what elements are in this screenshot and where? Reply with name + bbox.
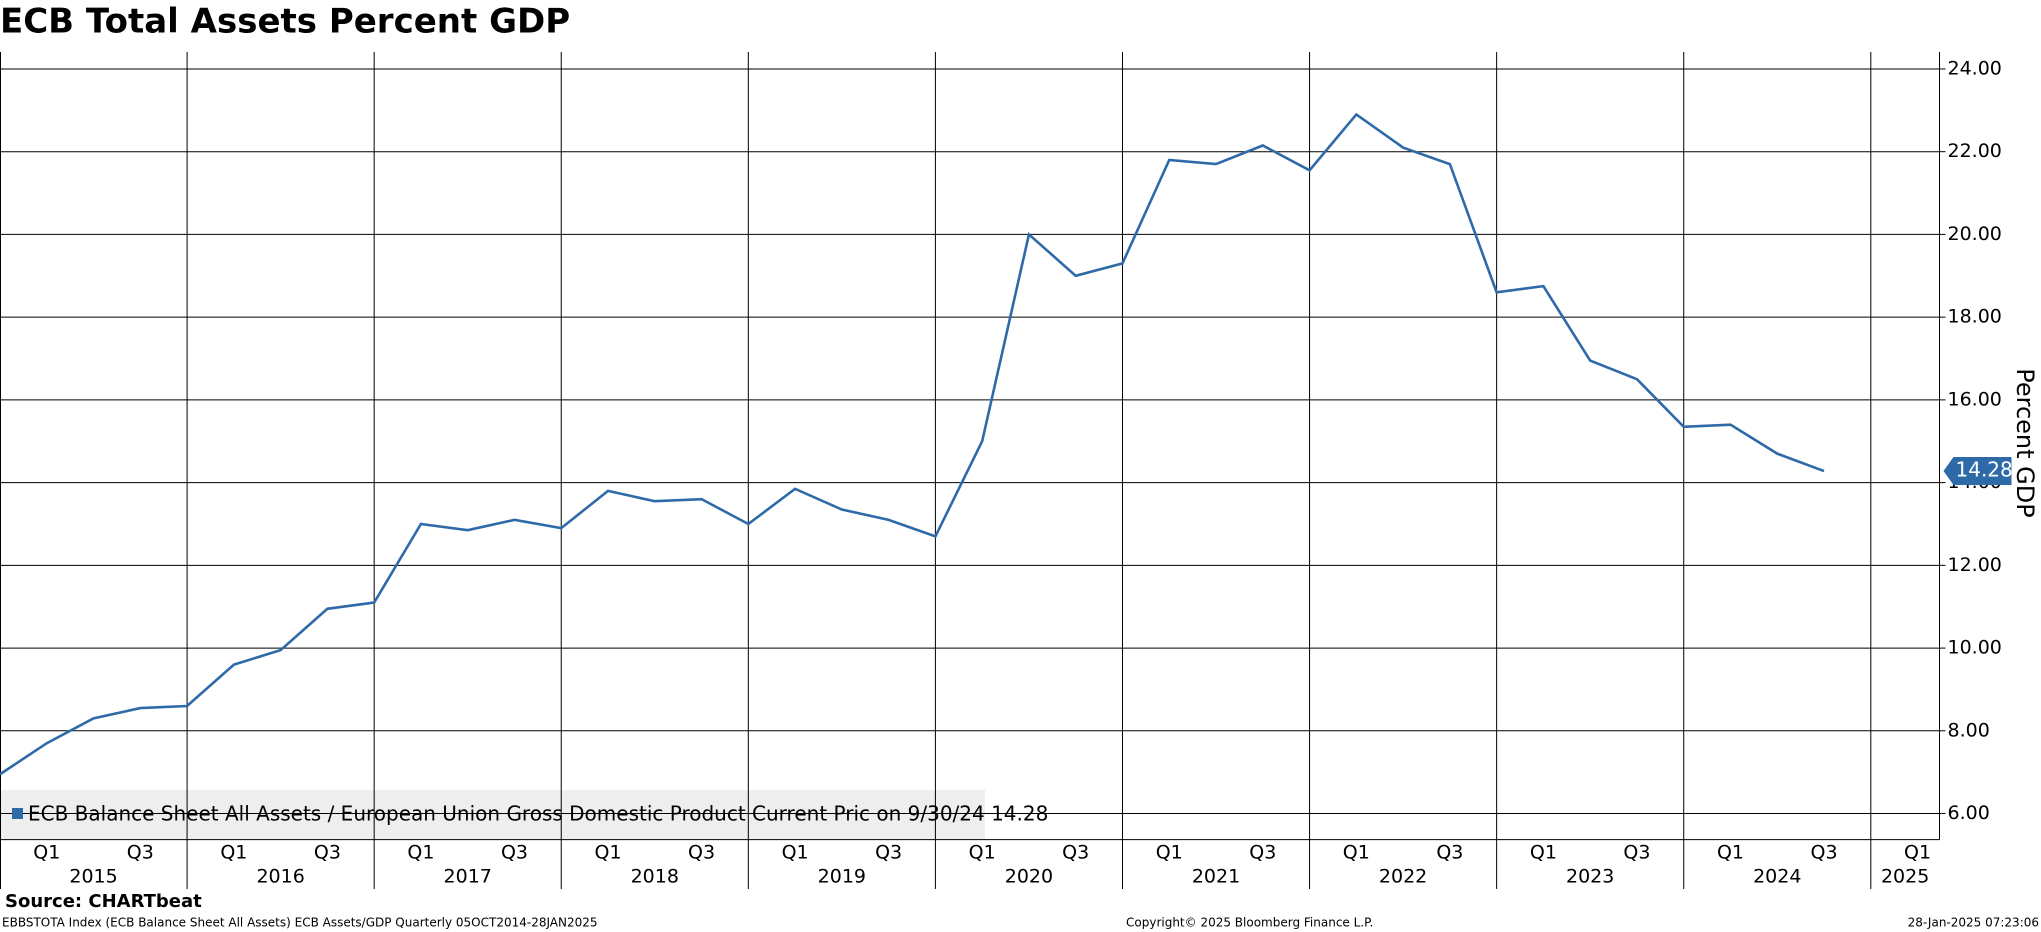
y-tick-label: 18.00 <box>1948 306 2002 328</box>
x-tick-label: Q3 <box>688 842 715 864</box>
x-tick-label: Q3 <box>1623 842 1650 864</box>
x-tick-label: Q1 <box>220 842 247 864</box>
series-line <box>0 112 1825 776</box>
x-tick-label: Q3 <box>127 842 154 864</box>
x-tick-label: Q3 <box>1811 842 1838 864</box>
x-tick-label: Q1 <box>782 842 809 864</box>
source: Source: CHARTbeat <box>5 891 202 912</box>
y-tick-label: 8.00 <box>1948 719 1990 741</box>
x-tick-label: Q1 <box>1904 842 1931 864</box>
legend-label: ECB Balance Sheet All Assets / European … <box>28 802 1048 826</box>
x-tick-label: Q3 <box>501 842 528 864</box>
x-tick-label: Q1 <box>1156 842 1183 864</box>
year-label: 2023 <box>1566 866 1614 888</box>
chart-title: ECB Total Assets Percent GDP <box>0 2 570 42</box>
x-tick-label: Q3 <box>1062 842 1089 864</box>
footer-center: Copyright© 2025 Bloomberg Finance L.P. <box>1126 916 1373 930</box>
x-tick-label: Q3 <box>875 842 902 864</box>
year-label: 2016 <box>256 866 304 888</box>
x-tick-label: Q1 <box>1343 842 1370 864</box>
legend-box <box>0 790 985 840</box>
x-tick-label: Q1 <box>594 842 621 864</box>
year-label: 2022 <box>1379 866 1427 888</box>
y-tick-label: 12.00 <box>1948 554 2002 576</box>
last-value-label: 14.28 <box>1956 458 2013 482</box>
x-tick-label: Q3 <box>314 842 341 864</box>
footer-right: 28-Jan-2025 07:23:06 <box>1908 916 2039 930</box>
legend-swatch <box>12 808 23 819</box>
year-label: 2019 <box>818 866 866 888</box>
year-label: 2024 <box>1753 866 1801 888</box>
y-tick-label: 20.00 <box>1948 223 2002 245</box>
last-value-tag <box>1943 457 2012 486</box>
x-tick-label: Q1 <box>1717 842 1744 864</box>
x-tick-label: Q1 <box>969 842 996 864</box>
year-label: 2020 <box>1005 866 1053 888</box>
y-tick-label: 16.00 <box>1948 388 2002 410</box>
y-axis-label: Percent GDP <box>2011 368 2039 517</box>
x-tick-label: Q3 <box>1436 842 1463 864</box>
year-label: 2015 <box>69 866 117 888</box>
x-tick-label: Q1 <box>33 842 60 864</box>
y-tick-label: 6.00 <box>1948 802 1990 824</box>
x-tick-label: Q1 <box>407 842 434 864</box>
x-tick-label: Q1 <box>1530 842 1557 864</box>
year-label: 2025 <box>1881 866 1929 888</box>
y-tick-label: 24.00 <box>1948 57 2002 79</box>
year-label: 2017 <box>444 866 492 888</box>
x-tick-label: Q3 <box>1249 842 1276 864</box>
year-label: 2018 <box>631 866 679 888</box>
year-label: 2021 <box>1192 866 1240 888</box>
y-tick-label: 22.00 <box>1948 140 2002 162</box>
footer-left: EBBSTOTA Index (ECB Balance Sheet All As… <box>2 916 598 930</box>
y-tick-label: 10.00 <box>1948 637 2002 659</box>
